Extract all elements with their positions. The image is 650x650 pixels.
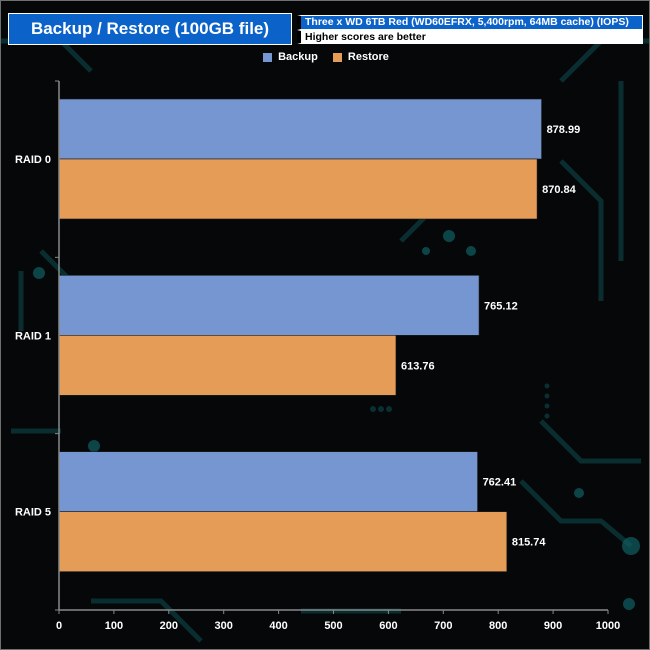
data-label-backup-1: 765.12 xyxy=(484,300,518,312)
x-tick-label-3: 300 xyxy=(215,620,233,632)
chart-note: Higher scores are better xyxy=(297,30,643,44)
category-label-0: RAID 0 xyxy=(15,154,51,166)
x-tick-label-8: 800 xyxy=(489,620,507,632)
x-tick-label-9: 900 xyxy=(544,620,562,632)
legend-swatch-backup xyxy=(263,52,273,62)
legend-label-restore: Restore xyxy=(347,51,389,63)
x-tick-label-2: 200 xyxy=(160,620,178,632)
legend-label-backup: Backup xyxy=(278,51,318,63)
x-tick-label-7: 700 xyxy=(434,620,452,632)
legend-item-restore: Restore xyxy=(332,51,389,63)
data-label-backup-2: 762.41 xyxy=(483,477,517,489)
subtitle-box: Three x WD 6TB Red (WD60EFRX, 5,400rpm, … xyxy=(297,15,643,45)
data-label-restore-2: 815.74 xyxy=(512,537,547,549)
category-label-2: RAID 5 xyxy=(15,507,51,519)
data-label-restore-1: 613.76 xyxy=(401,360,435,372)
legend-swatch-restore xyxy=(332,52,342,62)
x-tick-label-6: 600 xyxy=(379,620,397,632)
x-tick-label-4: 400 xyxy=(269,620,287,632)
x-tick-label-10: 1000 xyxy=(596,620,620,632)
bar-backup-1 xyxy=(58,275,480,336)
chart-title: Backup / Restore (100GB file) xyxy=(8,13,292,45)
chart-subtitle: Three x WD 6TB Red (WD60EFRX, 5,400rpm, … xyxy=(297,15,643,30)
data-label-restore-0: 870.84 xyxy=(542,184,577,196)
x-tick-label-1: 100 xyxy=(105,620,123,632)
legend-item-backup: Backup xyxy=(263,51,318,63)
legend: Backup Restore xyxy=(1,51,649,65)
data-label-backup-0: 878.99 xyxy=(547,124,581,136)
bar-restore-0 xyxy=(58,158,538,220)
category-label-1: RAID 1 xyxy=(15,330,51,342)
bar-backup-0 xyxy=(58,98,542,160)
x-tick-label-5: 500 xyxy=(324,620,342,632)
bar-restore-1 xyxy=(58,335,397,396)
bar-restore-2 xyxy=(58,511,508,572)
bar-backup-2 xyxy=(58,451,478,512)
x-tick-label-0: 0 xyxy=(56,620,62,632)
